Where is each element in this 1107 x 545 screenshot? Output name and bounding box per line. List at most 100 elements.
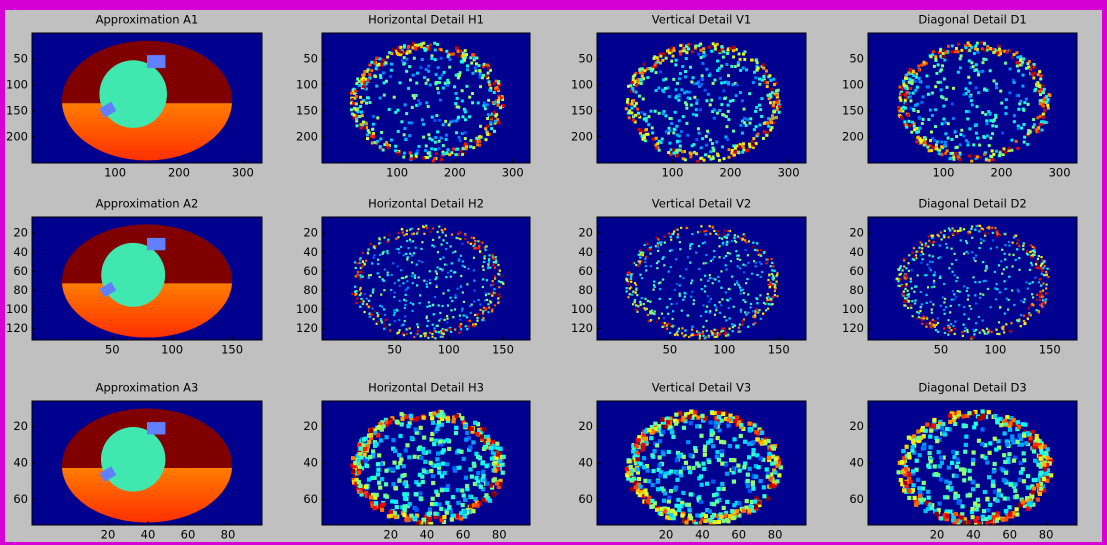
pixel bbox=[757, 133, 760, 136]
pixel bbox=[429, 282, 431, 284]
pixel bbox=[674, 111, 677, 114]
pixel bbox=[1022, 458, 1026, 462]
pixel bbox=[745, 499, 749, 503]
pixel bbox=[450, 270, 452, 272]
pixel bbox=[462, 493, 466, 497]
pixel bbox=[722, 89, 725, 92]
pixel bbox=[956, 501, 960, 505]
pixel bbox=[370, 313, 372, 315]
pixel bbox=[492, 253, 494, 255]
pixel bbox=[365, 260, 367, 262]
pixel bbox=[1032, 487, 1036, 491]
pixel bbox=[409, 78, 412, 81]
pixel bbox=[709, 138, 712, 141]
pixel bbox=[1036, 463, 1040, 467]
pixel bbox=[458, 258, 460, 260]
pixel bbox=[974, 294, 976, 296]
pixel bbox=[490, 127, 493, 130]
pixel bbox=[993, 227, 995, 229]
pixel bbox=[1045, 292, 1047, 294]
pixel bbox=[970, 160, 973, 163]
pixel bbox=[464, 131, 467, 134]
pixel bbox=[482, 286, 484, 288]
pixel bbox=[394, 515, 398, 519]
pixel bbox=[649, 110, 652, 113]
pixel bbox=[385, 141, 388, 144]
pixel bbox=[686, 134, 689, 137]
pixel bbox=[720, 103, 723, 106]
pixel bbox=[743, 271, 745, 273]
pixel bbox=[752, 242, 754, 244]
pixel bbox=[1045, 271, 1047, 273]
pixel bbox=[680, 88, 683, 91]
pixel bbox=[372, 257, 374, 259]
pixel bbox=[447, 81, 450, 84]
pixel bbox=[440, 243, 442, 245]
pixel bbox=[415, 94, 418, 97]
pixel bbox=[1029, 251, 1031, 253]
pixel bbox=[629, 465, 633, 469]
pixel bbox=[935, 324, 937, 326]
pixel bbox=[957, 410, 961, 414]
pixel bbox=[400, 269, 402, 271]
pixel bbox=[467, 268, 469, 270]
pixel bbox=[914, 256, 916, 258]
pixel bbox=[404, 103, 407, 106]
y-tick-label: 60 bbox=[13, 264, 28, 278]
pixel bbox=[727, 299, 729, 301]
pixel bbox=[660, 486, 664, 490]
pixel bbox=[407, 87, 410, 90]
pixel bbox=[967, 110, 970, 113]
pixel bbox=[360, 111, 363, 114]
pixel bbox=[725, 81, 728, 84]
pixel bbox=[654, 286, 656, 288]
pixel bbox=[997, 44, 1000, 47]
pixel bbox=[414, 508, 418, 512]
pixel bbox=[743, 117, 746, 120]
pixel bbox=[744, 264, 746, 266]
pixel bbox=[936, 424, 940, 428]
pixel bbox=[704, 275, 706, 277]
pixel bbox=[1023, 141, 1026, 144]
pixel bbox=[632, 99, 635, 102]
pixel bbox=[405, 52, 408, 55]
pixel bbox=[440, 48, 443, 51]
pixel bbox=[404, 415, 408, 419]
pixel bbox=[492, 258, 494, 260]
pixel bbox=[1007, 452, 1011, 456]
pixel bbox=[405, 294, 407, 296]
pixel bbox=[1040, 102, 1043, 105]
pixel bbox=[713, 329, 715, 331]
pixel bbox=[379, 97, 382, 100]
pixel bbox=[739, 237, 741, 239]
pixel bbox=[992, 469, 996, 473]
pixel bbox=[776, 274, 778, 276]
pixel bbox=[928, 240, 930, 242]
pixel bbox=[908, 78, 911, 81]
pixel bbox=[922, 481, 926, 485]
pixel bbox=[415, 82, 418, 85]
pixel bbox=[696, 333, 698, 335]
pixel bbox=[407, 257, 409, 259]
pixel bbox=[931, 261, 933, 263]
pixel bbox=[380, 318, 382, 320]
pixel bbox=[422, 136, 425, 139]
pixel bbox=[434, 58, 437, 61]
pixel bbox=[407, 45, 410, 48]
pixel bbox=[447, 289, 449, 291]
pixel bbox=[1043, 467, 1047, 471]
pixel bbox=[1043, 98, 1046, 101]
pixel bbox=[947, 45, 950, 48]
pixel bbox=[949, 157, 952, 160]
pixel bbox=[394, 291, 396, 293]
pixel bbox=[727, 118, 730, 121]
pixel bbox=[739, 267, 741, 269]
image bbox=[32, 33, 262, 163]
pixel bbox=[918, 126, 921, 129]
pixel bbox=[658, 112, 661, 115]
pixel bbox=[471, 440, 475, 444]
pixel bbox=[410, 302, 412, 304]
pixel bbox=[674, 63, 677, 66]
pixel bbox=[765, 262, 767, 264]
pixel bbox=[479, 125, 482, 128]
